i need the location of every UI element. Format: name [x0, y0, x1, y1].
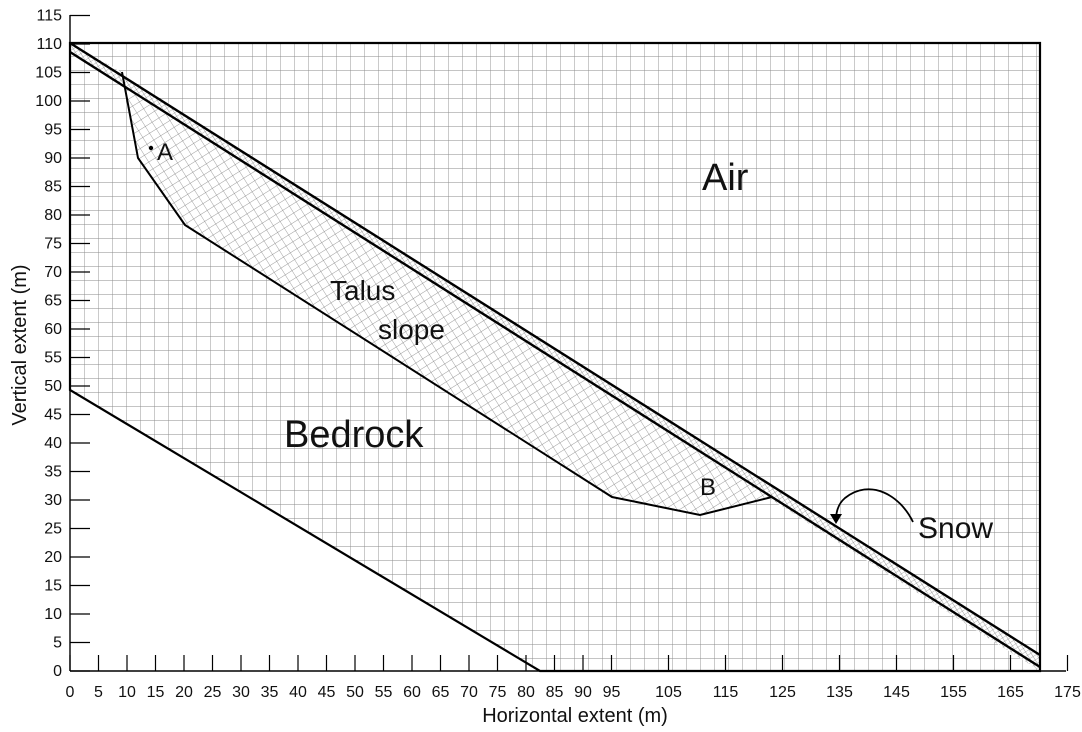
snow-arrowhead: [830, 514, 842, 524]
y-tick-label: 25: [44, 521, 62, 538]
y-tick-label: 115: [36, 8, 62, 25]
x-tick-label: 115: [713, 684, 739, 701]
y-tick-label: 15: [44, 578, 62, 595]
y-tick-label: 110: [36, 36, 62, 53]
x-tick-label: 35: [261, 684, 279, 701]
y-tick-label: 105: [35, 65, 62, 82]
x-tick-label: 0: [66, 684, 75, 701]
x-tick-label: 5: [94, 684, 103, 701]
talus-label-line2: slope: [378, 314, 445, 345]
x-tick-label: 55: [375, 684, 393, 701]
x-tick-label: 75: [489, 684, 507, 701]
x-tick-label: 85: [546, 684, 564, 701]
point-a-marker: [148, 145, 154, 151]
x-tick-label: 165: [997, 684, 1024, 701]
x-tick-label: 50: [346, 684, 364, 701]
bedrock-label: Bedrock: [284, 414, 424, 456]
y-tick-label: 10: [44, 606, 62, 623]
x-tick-label: 145: [883, 684, 910, 701]
y-tick-label: 40: [44, 435, 62, 452]
air-label: Air: [702, 157, 749, 199]
y-tick-label: 90: [44, 150, 62, 167]
x-tick-label: 175: [1054, 684, 1081, 701]
snow-surface-upper: [69, 41, 1041, 657]
y-tick-label: 50: [44, 378, 62, 395]
y-axis-title: Vertical extent (m): [9, 264, 31, 425]
x-tick-label: 40: [289, 684, 307, 701]
x-tick-label: 10: [118, 684, 136, 701]
x-tick-label: 70: [460, 684, 478, 701]
y-tick-label: 65: [44, 293, 62, 310]
talus-label-line1: Talus: [330, 275, 395, 306]
x-tick-label: 60: [403, 684, 421, 701]
y-axis: 0 5 10 15 20 25 30 35 40 45 50 55 60 65 70 75 80 85 90 95 10…: [35, 8, 90, 680]
x-tick-label: 135: [826, 684, 853, 701]
x-tick-label: 45: [318, 684, 336, 701]
y-tick-label: 75: [44, 236, 62, 253]
x-tick-label: 95: [603, 684, 621, 701]
x-tick-label: 65: [432, 684, 450, 701]
x-tick-label: 25: [204, 684, 222, 701]
snow-surface-lower: [69, 50, 1041, 669]
point-a-label: A: [157, 139, 173, 166]
x-axis-title: Horizontal extent (m): [482, 705, 668, 727]
y-tick-label: 45: [44, 407, 62, 424]
x-tick-label: 105: [655, 684, 682, 701]
y-tick-label: 55: [44, 350, 62, 367]
x-tick-label: 20: [175, 684, 193, 701]
talus-bedrock-interface: [121, 71, 773, 517]
y-tick-label: 100: [35, 93, 62, 110]
y-tick-label: 30: [44, 492, 62, 509]
y-tick-label: 5: [53, 635, 62, 652]
y-tick-label: 0: [53, 663, 62, 680]
x-tick-label: 15: [147, 684, 165, 701]
point-b-label: B: [700, 474, 716, 501]
y-tick-label: 70: [44, 264, 62, 281]
y-tick-label: 20: [44, 549, 62, 566]
y-tick-label: 85: [44, 179, 62, 196]
x-axis: 0 5 10 15 20 25 30 35 40 45 50 55 60 65 70 75 80 85 90 95 10…: [66, 655, 1081, 701]
y-tick-label: 95: [44, 122, 62, 139]
x-tick-label: 90: [574, 684, 592, 701]
snow-arrow: [835, 488, 914, 523]
x-tick-label: 30: [232, 684, 250, 701]
y-tick-label: 80: [44, 207, 62, 224]
x-tick-label: 155: [940, 684, 967, 701]
snow-label: Snow: [918, 512, 993, 545]
y-tick-label: 60: [44, 321, 62, 338]
x-tick-label: 80: [517, 684, 535, 701]
x-tick-label: 125: [769, 684, 796, 701]
y-tick-label: 35: [44, 464, 62, 481]
